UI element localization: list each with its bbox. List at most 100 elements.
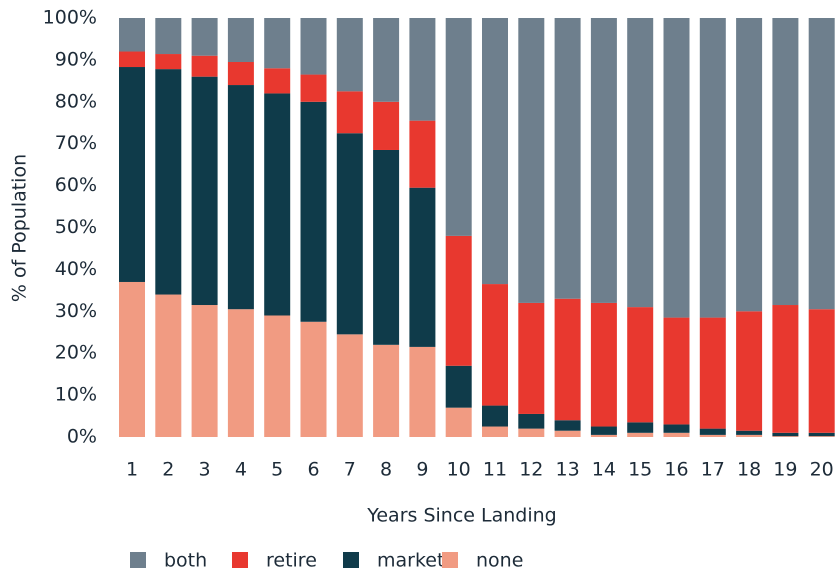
x-tick-label: 4	[235, 459, 247, 481]
x-axis-label: Years Since Landing	[366, 505, 556, 527]
bar-segment	[300, 101, 327, 322]
bar-segment	[554, 298, 581, 421]
bar-segment	[264, 93, 291, 316]
bar-segment	[155, 69, 182, 295]
bar-segment	[663, 18, 690, 318]
legend-label: retire	[266, 550, 317, 571]
bar-segment	[445, 18, 472, 236]
bar-segment	[699, 434, 726, 437]
legend-swatch	[130, 552, 146, 568]
bar-segment	[663, 317, 690, 425]
bar-segment	[627, 432, 654, 437]
bar-segment	[808, 436, 835, 437]
bar-segment	[191, 55, 218, 77]
x-tick-label: 1	[126, 459, 138, 481]
bar-segment	[191, 18, 218, 56]
bar-segment	[736, 311, 763, 431]
y-tick-label: 50%	[55, 216, 97, 238]
y-tick-label: 40%	[55, 258, 97, 280]
bar-segment	[227, 309, 254, 437]
bar-segment	[554, 18, 581, 299]
bar-segment	[627, 422, 654, 433]
bar-segment	[482, 284, 508, 406]
bar-segment	[264, 315, 291, 437]
bar-segment	[119, 281, 145, 437]
y-axis-label: % of Population	[9, 154, 31, 302]
x-tick-label: 18	[737, 459, 761, 481]
bar-segment	[699, 428, 726, 435]
y-tick-label: 70%	[55, 132, 97, 154]
bar-segment	[300, 18, 327, 75]
legend-swatch	[232, 552, 248, 568]
bar-segment	[336, 18, 363, 92]
bar-segment	[264, 18, 291, 69]
x-tick-label: 11	[483, 459, 507, 481]
bar-segment	[227, 18, 254, 62]
y-tick-label: 80%	[55, 90, 97, 112]
bar-segment	[155, 294, 182, 437]
bar-segment	[191, 76, 218, 306]
bar-segment	[445, 407, 472, 437]
bar-segment	[627, 307, 654, 423]
x-tick-label: 15	[628, 459, 652, 481]
x-tick-label: 16	[664, 459, 688, 481]
bar-segment	[663, 424, 690, 433]
x-tick-label: 8	[380, 459, 392, 481]
bar-segment	[445, 235, 472, 366]
bar-segment	[518, 413, 545, 429]
bar-segment	[663, 432, 690, 437]
bar-segment	[191, 305, 218, 437]
x-tick-label: 9	[416, 459, 428, 481]
bar-segment	[590, 18, 617, 303]
legend-label: market	[377, 550, 444, 571]
bar-segment	[808, 309, 835, 433]
x-tick-label: 13	[556, 459, 580, 481]
bar-segment	[409, 18, 436, 121]
bar-segment	[373, 101, 400, 150]
bar-segment	[227, 61, 254, 86]
x-tick-label: 12	[519, 459, 543, 481]
bar-segment	[590, 426, 617, 435]
bar-segment	[590, 434, 617, 437]
bar-segment	[772, 305, 799, 433]
x-tick-label: 14	[592, 459, 616, 481]
bar-segment	[409, 187, 436, 347]
bar-segment	[808, 18, 835, 310]
x-tick-label: 19	[773, 459, 797, 481]
legend-label: none	[476, 550, 523, 571]
bar-segment	[482, 18, 508, 285]
bar-segment	[155, 18, 182, 55]
bar-segment	[699, 317, 726, 429]
bar-segment	[373, 344, 400, 437]
y-tick-label: 30%	[55, 300, 97, 322]
bar-segment	[554, 430, 581, 437]
x-tick-label: 20	[810, 459, 834, 481]
bar-segment	[119, 67, 145, 282]
bar-segment	[482, 405, 508, 427]
y-tick-label: 60%	[55, 174, 97, 196]
x-tick-label: 7	[344, 459, 356, 481]
y-tick-label: 10%	[55, 384, 97, 406]
bar-segment	[445, 365, 472, 408]
legend-label: both	[164, 550, 207, 571]
bar-segment	[627, 18, 654, 308]
x-tick-label: 17	[701, 459, 725, 481]
bar-segment	[119, 51, 145, 68]
bar-segment	[518, 18, 545, 303]
y-tick-label: 20%	[55, 342, 97, 364]
y-tick-label: 100%	[43, 7, 97, 29]
bar-segment	[409, 120, 436, 188]
bar-segment	[336, 91, 363, 134]
bar-segment	[373, 18, 400, 102]
legend-swatch	[343, 552, 359, 568]
bar-segment	[518, 302, 545, 414]
bar-segment	[264, 68, 291, 94]
bar-segment	[554, 420, 581, 431]
bar-segment	[736, 18, 763, 312]
x-tick-label: 5	[271, 459, 283, 481]
bar-segment	[699, 18, 726, 318]
legend-swatch	[442, 552, 458, 568]
bar-segment	[227, 85, 254, 310]
bar-segment	[808, 432, 835, 437]
